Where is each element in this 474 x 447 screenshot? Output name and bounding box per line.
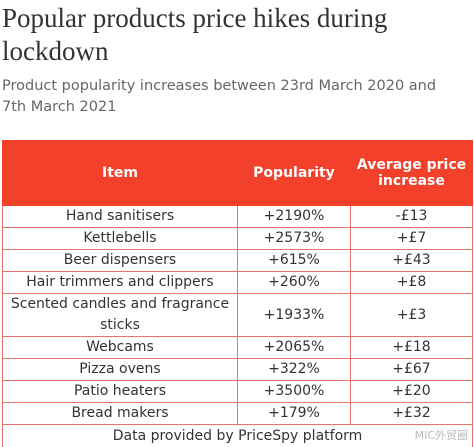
table-row: Kettlebells +2573% +£7 (2, 227, 473, 250)
table-cell: Bread makers (2, 402, 238, 425)
table-cell: +260% (237, 271, 351, 294)
table-cell: Patio heaters (2, 380, 238, 403)
table-cell: +179% (237, 402, 351, 425)
table-cell: +£32 (350, 402, 473, 425)
table-cell: +1933% (237, 293, 351, 337)
watermark: MIC外贸圈 (414, 429, 468, 442)
table-cell: +£67 (350, 358, 473, 381)
table-row: Pizza ovens +322% +£67 (2, 358, 473, 381)
table-row: Patio heaters +3500% +£20 (2, 380, 473, 403)
header-row: Item Popularity Average price increase (2, 140, 473, 206)
table-cell: Webcams (2, 336, 238, 359)
table-cell: +2573% (237, 227, 351, 250)
table-body: Hand sanitisers +2190% -£13 Kettlebells +257… (2, 205, 473, 447)
table-cell: Beer dispensers (2, 249, 238, 272)
table-row: Webcams +2065% +£18 (2, 336, 473, 359)
table: Item Popularity Average price increase Han… (2, 140, 473, 447)
table-cell: +£3 (350, 293, 473, 337)
table-row: Bread makers +179% +£32 (2, 402, 473, 425)
table-cell: +322% (237, 358, 351, 381)
footer-row: Data provided by PriceSpy platform (2, 424, 473, 447)
table-cell: Kettlebells (2, 227, 238, 250)
column-header: Popularity (237, 140, 351, 206)
title: Popular products price hikes during lock… (2, 3, 388, 66)
table-row: Scented candles and fragrance sticks +193… (2, 293, 473, 337)
table-cell: +£8 (350, 271, 473, 294)
table-cell: +2065% (237, 336, 351, 359)
table-row: Hair trimmers and clippers +260% +£8 (2, 271, 473, 294)
table-cell: Pizza ovens (2, 358, 238, 381)
table-cell: +£20 (350, 380, 473, 403)
table-cell: -£13 (350, 205, 473, 228)
table-cell: +2190% (237, 205, 351, 228)
table-row: Hand sanitisers +2190% -£13 (2, 205, 473, 228)
table-cell: Hand sanitisers (2, 205, 238, 228)
column-header: Item (2, 140, 238, 206)
table-cell: Hair trimmers and clippers (2, 271, 238, 294)
table-footer: Data provided by PriceSpy platform (2, 424, 473, 447)
table-cell: +3500% (237, 380, 351, 403)
table-cell: Scented candles and fragrance sticks (2, 293, 238, 337)
table-cell: +£7 (350, 227, 473, 250)
table-cell: +615% (237, 249, 351, 272)
column-header: Average price increase (350, 140, 473, 206)
table-row: Beer dispensers +615% +£43 (2, 249, 473, 272)
table-cell: +£18 (350, 336, 473, 359)
table-cell: +£43 (350, 249, 473, 272)
subtitle: Product popularity increases between 23r… (2, 78, 437, 115)
